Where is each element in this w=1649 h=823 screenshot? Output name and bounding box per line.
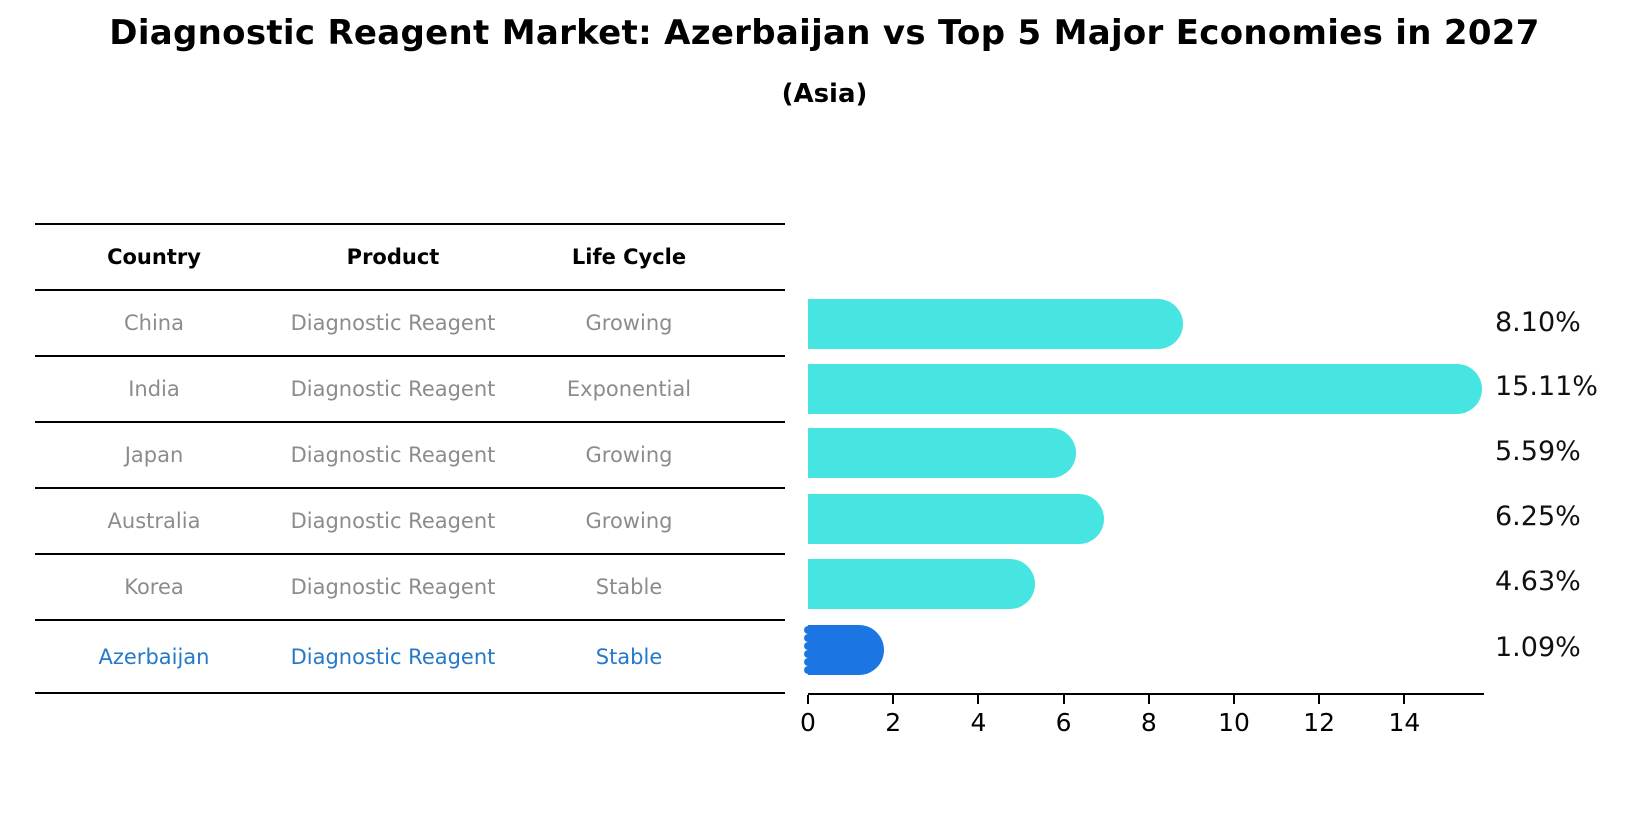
page-title: Diagnostic Reagent Market: Azerbaijan vs… <box>109 13 1540 53</box>
value-label: 6.25% <box>1495 501 1581 532</box>
value-label: 1.09% <box>1495 632 1581 663</box>
x-tick-mark <box>1318 695 1321 704</box>
x-tick-label: 4 <box>970 708 987 737</box>
x-tick-label: 2 <box>885 708 902 737</box>
header-life-cycle: Life Cycle <box>571 245 687 269</box>
x-tick-mark <box>1062 695 1065 704</box>
cell-country: Korea <box>124 575 184 599</box>
value-label: 4.63% <box>1495 566 1581 597</box>
page-subtitle: (Asia) <box>781 79 868 109</box>
cell-country: Japan <box>124 443 184 467</box>
cell-product: Diagnostic Reagent <box>290 644 496 669</box>
x-tick-mark <box>1233 695 1235 704</box>
x-tick-mark <box>1403 695 1406 704</box>
bar-india <box>808 364 1482 414</box>
cell-country: China <box>124 311 184 335</box>
bar-korea <box>808 559 1036 609</box>
cell-product: Diagnostic Reagent <box>290 443 496 467</box>
x-tick-mark <box>1147 695 1150 704</box>
value-label: 8.10% <box>1495 307 1581 338</box>
x-tick-label: 14 <box>1388 708 1421 737</box>
cell-life-cycle: Growing <box>585 443 673 467</box>
cell-country: Azerbaijan <box>98 644 210 669</box>
x-tick-label: 0 <box>800 708 816 737</box>
table-row: China Diagnostic Reagent Growing <box>35 291 785 357</box>
table-row: Korea Diagnostic Reagent Stable <box>35 555 785 621</box>
x-tick-mark <box>807 695 809 704</box>
header-country: Country <box>107 245 201 269</box>
table-row: Japan Diagnostic Reagent Growing <box>35 423 785 489</box>
x-axis-ticks: 0 2 4 6 8 10 12 14 <box>800 695 1484 755</box>
x-tick-label: 10 <box>1218 708 1250 737</box>
cell-life-cycle: Growing <box>585 311 673 335</box>
value-label: 5.59% <box>1495 436 1581 467</box>
cell-life-cycle: Growing <box>585 509 673 533</box>
bar-australia <box>808 494 1105 544</box>
bar-china <box>808 299 1184 349</box>
table-row: India Diagnostic Reagent Exponential <box>35 357 785 423</box>
comparison-table: Country Product Life Cycle China Diagnos… <box>35 223 785 694</box>
header-product: Product <box>346 245 440 269</box>
table-header-row: Country Product Life Cycle <box>35 225 785 291</box>
x-tick-label: 12 <box>1303 708 1336 737</box>
x-tick-mark <box>977 695 980 704</box>
cell-life-cycle: Stable <box>595 575 663 599</box>
bar-japan <box>808 428 1077 478</box>
cell-life-cycle: Exponential <box>566 377 692 401</box>
bar-azerbaijan <box>802 625 885 675</box>
x-tick-label: 8 <box>1140 708 1157 737</box>
table-row: Azerbaijan Diagnostic Reagent Stable <box>35 621 785 694</box>
value-label: 15.11% <box>1495 371 1598 402</box>
x-axis-line <box>808 693 1484 695</box>
cell-product: Diagnostic Reagent <box>290 311 496 335</box>
x-tick-label: 6 <box>1055 708 1072 737</box>
table-row: Australia Diagnostic Reagent Growing <box>35 489 785 555</box>
cell-product: Diagnostic Reagent <box>290 509 496 533</box>
cell-life-cycle: Stable <box>595 644 663 669</box>
cell-country: Australia <box>107 509 201 533</box>
cell-product: Diagnostic Reagent <box>290 575 496 599</box>
x-tick-mark <box>892 695 895 704</box>
cell-product: Diagnostic Reagent <box>290 377 496 401</box>
cell-country: India <box>128 377 180 401</box>
